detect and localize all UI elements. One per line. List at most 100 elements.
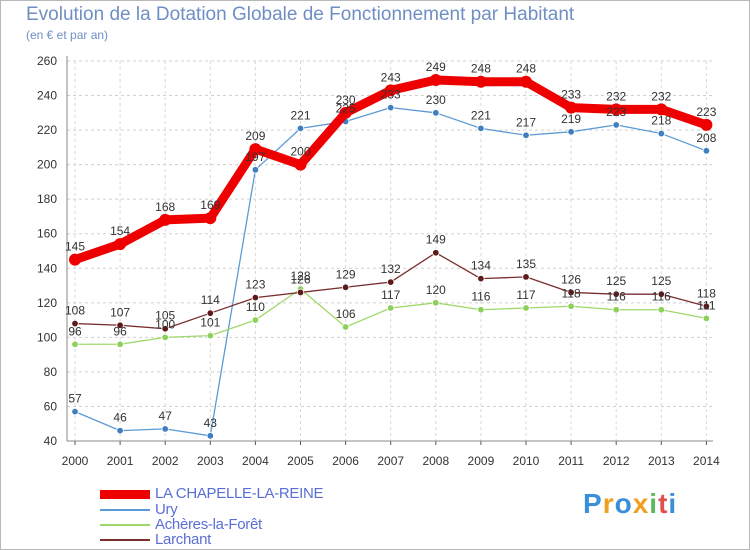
x-tick-label: 2005 xyxy=(287,454,314,468)
data-label: 134 xyxy=(471,259,491,273)
data-label: 168 xyxy=(155,200,175,214)
x-tick-label: 2007 xyxy=(377,454,404,468)
logo-letter: x xyxy=(632,488,650,519)
data-point xyxy=(341,283,350,291)
data-label: 110 xyxy=(246,300,265,314)
data-label: 223 xyxy=(606,105,626,119)
data-label: 233 xyxy=(381,88,401,102)
data-point xyxy=(249,143,262,156)
legend-label-acheres-la-foret: Achères-la-Forêt xyxy=(155,516,262,533)
data-label: 43 xyxy=(204,416,218,430)
data-label: 106 xyxy=(336,307,356,321)
data-point xyxy=(251,166,260,174)
data-point xyxy=(251,293,260,302)
x-tick-label: 2006 xyxy=(332,454,359,468)
data-label: 135 xyxy=(516,257,536,271)
data-label: 111 xyxy=(697,298,716,312)
data-point xyxy=(116,340,124,348)
data-label: 219 xyxy=(561,112,581,126)
y-tick-label: 260 xyxy=(37,54,57,68)
data-label: 218 xyxy=(651,114,671,128)
data-label: 47 xyxy=(159,409,173,423)
legend-swatch-la-chapelle-la-reine xyxy=(100,490,150,499)
data-point xyxy=(612,121,620,129)
data-point xyxy=(432,249,440,257)
data-label: 217 xyxy=(516,115,536,129)
data-point xyxy=(116,321,124,329)
chart-subtitle: (en € et par an) xyxy=(26,28,109,42)
data-label: 169 xyxy=(200,198,220,212)
data-label: 248 xyxy=(516,62,536,76)
logo-letter: o xyxy=(614,488,633,519)
x-tick-label: 2008 xyxy=(422,454,449,468)
data-point xyxy=(294,158,307,171)
legend-label-ury: Ury xyxy=(155,501,178,518)
data-label: 197 xyxy=(245,150,265,164)
data-point xyxy=(474,75,487,88)
data-label: 225 xyxy=(336,101,356,115)
y-tick-label: 180 xyxy=(37,192,57,206)
data-label: 129 xyxy=(336,267,356,281)
data-point xyxy=(296,288,305,297)
data-label: 108 xyxy=(65,304,85,318)
data-label: 125 xyxy=(606,274,626,288)
y-tick-label: 80 xyxy=(44,365,58,379)
data-label: 221 xyxy=(290,108,310,122)
x-tick-label: 2013 xyxy=(648,454,675,468)
data-point xyxy=(477,306,485,314)
y-tick-label: 120 xyxy=(37,296,57,310)
data-label: 96 xyxy=(113,324,127,338)
data-point xyxy=(567,128,575,136)
data-point xyxy=(610,103,623,116)
data-point xyxy=(114,238,127,251)
logo-letter: i xyxy=(668,488,678,519)
x-tick-label: 2009 xyxy=(468,454,495,468)
data-label: 248 xyxy=(471,62,491,76)
data-point xyxy=(387,103,395,112)
data-point xyxy=(702,302,711,310)
data-point xyxy=(384,84,397,97)
data-label: 116 xyxy=(652,290,671,304)
x-tick-label: 2010 xyxy=(513,454,540,468)
data-point xyxy=(657,129,665,138)
data-point xyxy=(657,306,665,314)
x-tick-label: 2011 xyxy=(558,454,584,468)
data-label: 57 xyxy=(68,392,82,406)
y-tick-label: 100 xyxy=(37,330,57,344)
data-point xyxy=(520,75,532,88)
logo-letter: P xyxy=(583,488,603,519)
y-tick-label: 220 xyxy=(37,123,57,137)
y-tick-label: 140 xyxy=(37,261,57,275)
x-tick-label: 2014 xyxy=(693,454,720,468)
data-point xyxy=(341,323,350,331)
data-point xyxy=(522,131,530,139)
data-point xyxy=(339,106,352,119)
data-label: 100 xyxy=(155,317,175,331)
data-label: 145 xyxy=(65,240,85,254)
legend-swatch-larchant xyxy=(100,539,150,541)
data-point xyxy=(251,316,260,324)
data-point xyxy=(702,314,711,323)
x-tick-label: 2000 xyxy=(62,454,89,468)
legend-swatch-ury xyxy=(100,509,150,511)
data-point xyxy=(387,304,395,312)
data-point xyxy=(522,304,530,312)
data-label: 117 xyxy=(516,288,535,302)
data-label-layer: 57 46 47 43 197 221 225 233 230 221 217 219 223 218 20… xyxy=(65,60,717,430)
x-tick-label: 2004 xyxy=(242,454,269,468)
data-point xyxy=(206,331,214,340)
data-label: 116 xyxy=(607,290,626,304)
data-point xyxy=(477,124,485,133)
data-point xyxy=(477,274,485,283)
chart-title: Evolution de la Dotation Globale de Fonc… xyxy=(26,4,575,25)
data-label: 125 xyxy=(651,274,671,288)
data-label: 96 xyxy=(68,324,82,338)
data-point xyxy=(161,425,169,433)
data-point xyxy=(429,74,442,86)
proxiti-logo[interactable]: Proxiti xyxy=(583,488,677,520)
data-label: 230 xyxy=(336,93,356,107)
data-label: 230 xyxy=(426,93,446,107)
data-point xyxy=(612,306,620,314)
data-label: 243 xyxy=(381,70,401,84)
data-point xyxy=(655,103,668,116)
